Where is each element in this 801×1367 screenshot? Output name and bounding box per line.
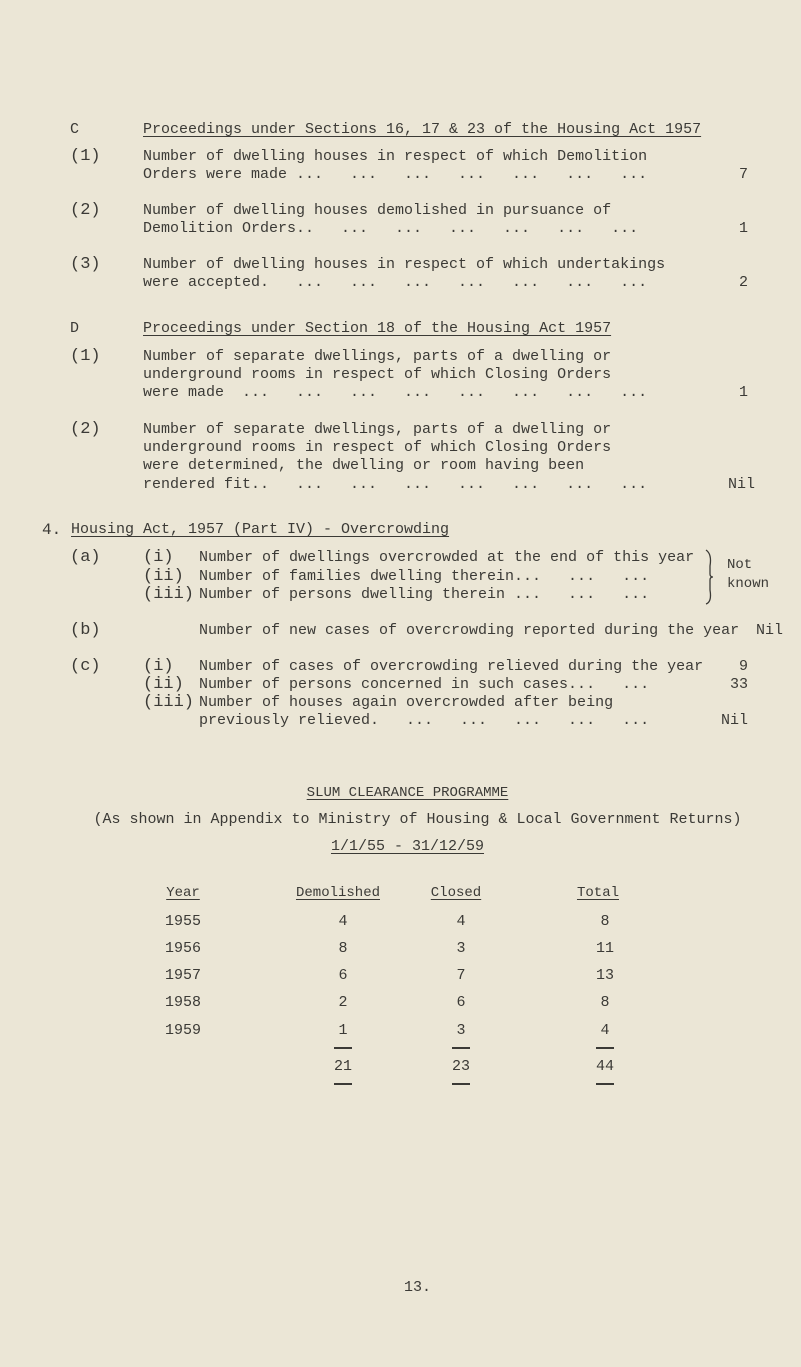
item-text-line: underground rooms in respect of which Cl… (143, 366, 612, 383)
total-rule (334, 1083, 352, 1085)
item-value: 33 (729, 676, 748, 693)
section-c-title: Proceedings under Sections 16, 17 & 23 o… (143, 121, 702, 138)
item-value: Nil (720, 712, 748, 729)
item-text-line: Number of dwelling houses demolished in … (143, 202, 612, 219)
sub-item-text: Number of cases of overcrowding relieved… (199, 658, 704, 675)
demolished-cell: 2 (338, 994, 348, 1011)
sub-item-text: Number of houses again overcrowded after… (199, 694, 614, 711)
item-label: (3) (70, 255, 101, 274)
demolished-cell: 1 (338, 1022, 348, 1039)
closed-cell: 4 (456, 913, 466, 930)
total-rule (452, 1047, 470, 1049)
demolished-cell: 6 (338, 967, 348, 984)
item-value: 1 (738, 384, 748, 401)
item-text-line: rendered fit.. ... ... ... ... ... ... .… (143, 476, 648, 493)
slum-title: SLUM CLEARANCE PROGRAMME (306, 785, 509, 801)
sub-item-label: (i) (143, 548, 174, 567)
item-value: 7 (738, 166, 748, 183)
total-rule (596, 1083, 614, 1085)
year-cell: 1956 (164, 940, 201, 957)
item-text-line: Number of separate dwellings, parts of a… (143, 421, 612, 438)
item-text: Number of new cases of overcrowding repo… (199, 622, 740, 639)
item-value: 2 (738, 274, 748, 291)
section-4-title: Housing Act, 1957 (Part IV) - Overcrowdi… (71, 521, 450, 538)
closed-cell: 3 (456, 1022, 466, 1039)
item-text-line: were determined, the dwelling or room ha… (143, 457, 585, 474)
item-text-line: Number of dwelling houses in respect of … (143, 148, 648, 165)
sub-item-label: (ii) (143, 675, 184, 694)
column-header-closed: Closed (430, 885, 482, 901)
item-label: (2) (70, 201, 101, 220)
section-d-letter: D (70, 320, 80, 337)
right-brace-icon (705, 549, 714, 605)
item-text-line: Number of separate dwellings, parts of a… (143, 348, 612, 365)
section-4-number: 4. (42, 521, 62, 539)
item-value: Nil (756, 622, 784, 639)
item-label: (c) (70, 657, 101, 676)
not-known-value: known (727, 576, 770, 592)
item-text-line: Orders were made ... ... ... ... ... ...… (143, 166, 648, 183)
sub-item-text: previously relieved. ... ... ... ... ... (199, 712, 650, 729)
total-rule (452, 1083, 470, 1085)
year-cell: 1959 (164, 1022, 201, 1039)
item-label: (a) (70, 548, 101, 567)
total-cell: 11 (595, 940, 614, 957)
item-text-line: were accepted. ... ... ... ... ... ... .… (143, 274, 648, 291)
total-closed: 23 (451, 1058, 470, 1075)
item-text-line: Demolition Orders.. ... ... ... ... ... … (143, 220, 639, 237)
sub-item-text: Number of dwellings overcrowded at the e… (199, 549, 695, 566)
page-number: 13. (403, 1279, 431, 1296)
item-text-line: were made ... ... ... ... ... ... ... ..… (143, 384, 648, 401)
total-demolished: 21 (333, 1058, 352, 1075)
item-text-line: Number of dwelling houses in respect of … (143, 256, 666, 273)
total-cell: 8 (600, 913, 610, 930)
year-cell: 1957 (164, 967, 201, 984)
item-text-line: underground rooms in respect of which Cl… (143, 439, 612, 456)
sub-item-label: (ii) (143, 567, 184, 586)
total-total: 44 (595, 1058, 614, 1075)
total-rule (596, 1047, 614, 1049)
item-label: (1) (70, 347, 101, 366)
year-cell: 1955 (164, 913, 201, 930)
total-cell: 13 (595, 967, 614, 984)
total-cell: 8 (600, 994, 610, 1011)
sub-item-text: Number of families dwelling therein... .… (199, 568, 650, 585)
sub-item-text: Number of persons concerned in such case… (199, 676, 650, 693)
total-cell: 4 (600, 1022, 610, 1039)
item-label: (2) (70, 420, 101, 439)
item-label: (1) (70, 147, 101, 166)
section-d-title: Proceedings under Section 18 of the Hous… (143, 320, 612, 337)
item-label: (b) (70, 621, 101, 640)
sub-item-label: (i) (143, 657, 174, 676)
column-header-total: Total (576, 885, 619, 901)
slum-subtitle: (As shown in Appendix to Ministry of Hou… (93, 811, 742, 828)
item-value: 1 (738, 220, 748, 237)
demolished-cell: 4 (338, 913, 348, 930)
not-known-value: Not (727, 557, 753, 573)
sub-item-text: Number of persons dwelling therein ... .… (199, 586, 650, 603)
closed-cell: 3 (456, 940, 466, 957)
section-c-letter: C (70, 121, 80, 138)
total-rule (334, 1047, 352, 1049)
year-cell: 1958 (164, 994, 201, 1011)
closed-cell: 7 (456, 967, 466, 984)
item-value: 9 (738, 658, 748, 675)
sub-item-label: (iii) (143, 585, 195, 604)
item-value: Nil (727, 476, 755, 493)
sub-item-label: (iii) (143, 693, 195, 712)
column-header-year: Year (166, 885, 200, 901)
closed-cell: 6 (456, 994, 466, 1011)
demolished-cell: 8 (338, 940, 348, 957)
column-header-demolished: Demolished (295, 885, 380, 901)
slum-period: 1/1/55 - 31/12/59 (330, 838, 485, 855)
